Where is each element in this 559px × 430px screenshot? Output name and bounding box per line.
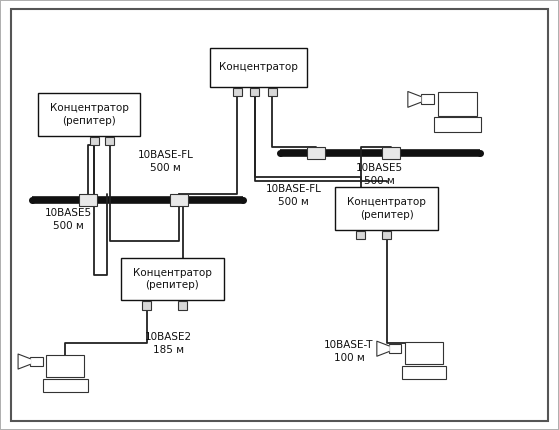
Bar	[438, 92, 477, 116]
Bar	[405, 342, 443, 364]
Bar	[46, 355, 84, 377]
Bar	[142, 301, 151, 310]
Text: Концентратор
(репитер): Концентратор (репитер)	[133, 268, 212, 291]
Text: Концентратор: Концентратор	[219, 62, 298, 72]
Text: 10BASE-T
100 м: 10BASE-T 100 м	[324, 340, 374, 363]
Text: 10BASE-FL
500 м: 10BASE-FL 500 м	[138, 150, 193, 173]
Bar	[250, 88, 259, 96]
Bar	[335, 187, 438, 230]
Bar	[421, 95, 434, 104]
Bar	[170, 194, 188, 206]
Bar	[210, 48, 307, 87]
Bar	[307, 147, 325, 159]
Bar	[389, 344, 401, 353]
Bar	[30, 357, 42, 366]
Bar	[402, 366, 447, 380]
Bar	[37, 93, 140, 136]
Text: Концентратор
(репитер): Концентратор (репитер)	[347, 197, 426, 220]
Bar	[268, 88, 277, 96]
Polygon shape	[377, 341, 389, 356]
Bar	[121, 258, 224, 301]
Bar	[43, 379, 88, 392]
Bar	[79, 194, 97, 206]
Text: 10BASE5
500 м: 10BASE5 500 м	[45, 208, 92, 231]
Bar	[89, 137, 98, 145]
Polygon shape	[408, 92, 421, 108]
Text: 10BASE-FL
500 м: 10BASE-FL 500 м	[266, 184, 321, 207]
Bar	[382, 147, 400, 159]
Bar	[233, 88, 241, 96]
Bar	[434, 117, 481, 132]
Text: Концентратор
(репитер): Концентратор (репитер)	[50, 103, 129, 126]
Bar	[105, 137, 114, 145]
Text: 10BASE5
500 м: 10BASE5 500 м	[356, 163, 403, 186]
Polygon shape	[18, 354, 30, 369]
Text: 10BASE2
185 м: 10BASE2 185 м	[145, 332, 192, 355]
Bar	[178, 301, 187, 310]
Bar	[382, 231, 391, 240]
Bar	[357, 231, 365, 240]
